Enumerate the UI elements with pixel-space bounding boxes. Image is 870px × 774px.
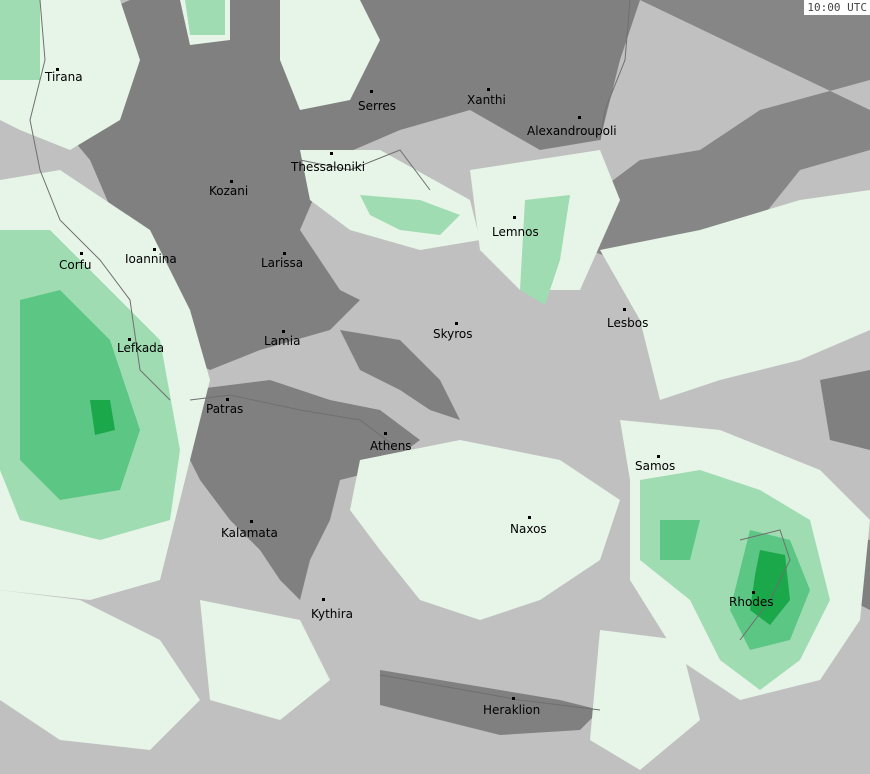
city-dot	[623, 308, 626, 311]
city-label-lemnos: Lemnos	[492, 225, 539, 239]
city-label-kythira: Kythira	[311, 607, 354, 621]
city-label-ioannina: Ioannina	[125, 252, 177, 266]
city-dot	[370, 90, 373, 93]
city-dot	[226, 398, 229, 401]
land-areas	[40, 0, 870, 735]
city-dot	[528, 516, 531, 519]
city-dot	[657, 455, 660, 458]
city-dot	[513, 216, 516, 219]
city-dot	[153, 248, 156, 251]
city-label-tirana: Tirana	[45, 70, 83, 84]
city-label-corfu: Corfu	[59, 258, 92, 272]
city-dot	[282, 330, 285, 333]
city-dot	[80, 252, 83, 255]
city-label-lamia: Lamia	[264, 334, 301, 348]
city-label-naxos: Naxos	[510, 522, 547, 536]
city-label-skyros: Skyros	[433, 327, 473, 341]
very-heavy-precip-areas	[90, 400, 790, 625]
city-label-heraklion: Heraklion	[483, 703, 541, 717]
city-dot	[512, 697, 515, 700]
city-label-xanthi: Xanthi	[467, 93, 506, 107]
city-label-lefkada: Lefkada	[117, 341, 165, 355]
coastlines	[29, 0, 791, 711]
city-label-lesbos: Lesbos	[607, 316, 649, 330]
city-label-samos: Samos	[635, 459, 676, 473]
city-dot	[230, 180, 233, 183]
city-dot	[330, 152, 333, 155]
city-dot	[128, 338, 131, 341]
city-dot	[487, 88, 490, 91]
city-label-serres: Serres	[358, 99, 397, 113]
timestamp-label: 10:00 UTC	[804, 0, 870, 15]
city-dot	[455, 322, 458, 325]
city-dot	[752, 591, 755, 594]
city-label-alexandroupoli: Alexandroupoli	[527, 124, 617, 138]
city-dot	[250, 520, 253, 523]
city-label-thessaloniki: Thessaloniki	[291, 160, 366, 174]
city-dot	[384, 432, 387, 435]
city-label-larissa: Larissa	[261, 256, 304, 270]
city-dot	[283, 252, 286, 255]
city-label-athens: Athens	[370, 439, 412, 453]
city-label-kozani: Kozani	[209, 184, 249, 198]
city-dot	[578, 116, 581, 119]
city-dot	[322, 598, 325, 601]
city-label-patras: Patras	[206, 402, 244, 416]
city-label-kalamata: Kalamata	[221, 526, 278, 540]
city-dot	[56, 68, 59, 71]
city-label-rhodes: Rhodes	[729, 595, 774, 609]
